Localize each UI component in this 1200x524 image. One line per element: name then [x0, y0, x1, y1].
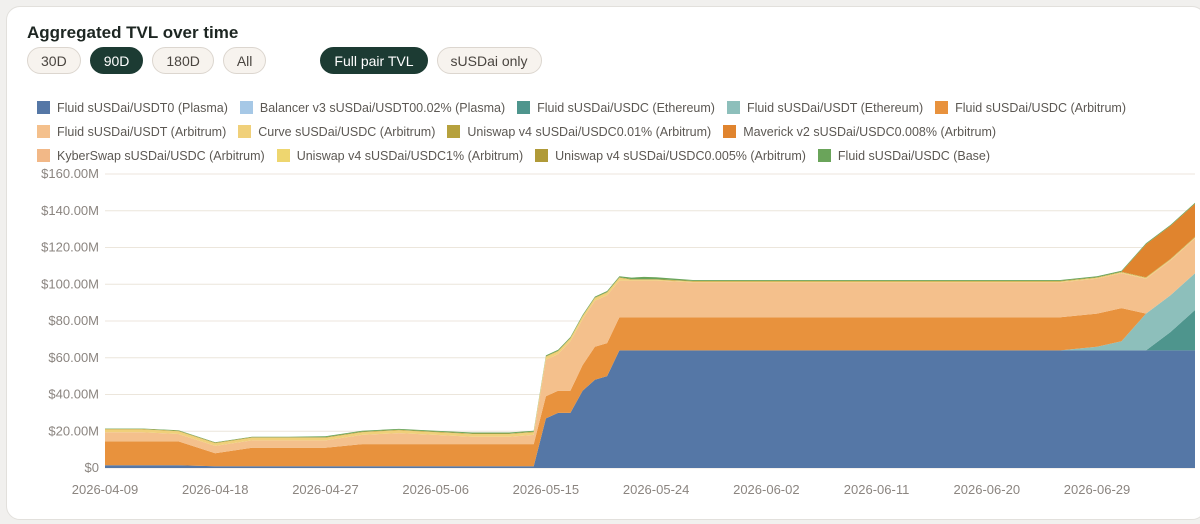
- chart-legend: Fluid sUSDai/USDT0 (Plasma) Balancer v3 s…: [37, 100, 1197, 163]
- legend-label: KyberSwap sUSDai/USDC (Arbitrum): [57, 148, 265, 163]
- y-tick-label: $160.00M: [41, 166, 99, 181]
- legend-item[interactable]: KyberSwap sUSDai/USDC (Arbitrum): [37, 148, 265, 163]
- legend-swatch: [239, 101, 253, 114]
- legend-label: Uniswap v4 sUSDai/USDC0.005% (Arbitrum): [555, 148, 806, 163]
- legend-swatch: [517, 101, 531, 114]
- legend-label: Fluid sUSDai/USDC (Ethereum): [537, 100, 715, 115]
- range-30d-button[interactable]: 30D: [27, 47, 81, 74]
- legend-item[interactable]: Maverick v2 sUSDai/USDC0.008% (Arbitrum): [723, 124, 996, 139]
- legend-swatch: [535, 149, 549, 162]
- legend-item[interactable]: Fluid sUSDai/USDT (Ethereum): [726, 100, 924, 115]
- legend-swatch: [447, 125, 461, 138]
- y-tick-label: $0: [85, 460, 99, 475]
- y-tick-label: $140.00M: [41, 203, 99, 218]
- susdai-only-button[interactable]: sUSDai only: [436, 47, 542, 74]
- x-tick-label: 2026-05-06: [402, 482, 469, 497]
- legend-item[interactable]: Curve sUSDai/USDC (Arbitrum): [238, 124, 435, 139]
- legend-label: Fluid sUSDai/USDT0 (Plasma): [57, 100, 228, 115]
- legend-swatch: [817, 149, 831, 162]
- legend-swatch: [935, 101, 949, 114]
- filter-bar: 30D 90D 180D All Full pair TVL sUSDai on…: [27, 47, 551, 74]
- legend-label: Fluid sUSDai/USDT (Arbitrum): [57, 124, 227, 139]
- area-series[interactable]: [105, 350, 1195, 468]
- full-pair-tvl-button[interactable]: Full pair TVL: [320, 47, 428, 74]
- x-tick-label: 2026-05-15: [513, 482, 580, 497]
- y-tick-label: $40.00M: [48, 387, 99, 402]
- y-tick-label: $60.00M: [48, 350, 99, 365]
- y-tick-label: $80.00M: [48, 313, 99, 328]
- legend-label: Fluid sUSDai/USDT (Ethereum): [746, 100, 924, 115]
- legend-swatch: [726, 101, 740, 114]
- legend-label: Uniswap v4 sUSDai/USDC0.01% (Arbitrum): [467, 124, 712, 139]
- x-tick-label: 2026-06-02: [733, 482, 800, 497]
- x-tick-label: 2026-06-20: [954, 482, 1021, 497]
- area-series[interactable]: [105, 238, 1195, 454]
- x-tick-label: 2026-04-27: [292, 482, 359, 497]
- legend-swatch: [238, 125, 252, 138]
- legend-item[interactable]: Uniswap v4 sUSDai/USDC1% (Arbitrum): [276, 148, 524, 163]
- legend-swatch: [37, 125, 50, 138]
- legend-item[interactable]: Uniswap v4 sUSDai/USDC0.01% (Arbitrum): [447, 124, 711, 139]
- x-tick-label: 2026-06-29: [1064, 482, 1131, 497]
- area-series[interactable]: [105, 273, 1195, 467]
- legend-swatch: [37, 101, 50, 114]
- x-tick-label: 2026-05-24: [623, 482, 690, 497]
- legend-swatch: [37, 149, 50, 162]
- legend-label: Maverick v2 sUSDai/USDC0.008% (Arbitrum): [743, 124, 997, 139]
- legend-label: Balancer v3 sUSDai/USDT00.02% (Plasma): [259, 100, 506, 115]
- legend-item[interactable]: Fluid sUSDai/USDT0 (Plasma): [37, 100, 228, 115]
- tvl-card: Aggregated TVL over time 30D 90D 180D Al…: [6, 6, 1200, 520]
- chart-title: Aggregated TVL over time: [27, 23, 239, 42]
- range-180d-button[interactable]: 180D: [152, 47, 214, 74]
- tvl-area-chart: $0 $20.00M $40.00M $60.00M $80.00M $100.00M $1…: [41, 166, 1195, 497]
- range-all-button[interactable]: All: [222, 47, 267, 74]
- y-tick-label: $120.00M: [41, 240, 99, 255]
- legend-item[interactable]: Fluid sUSDai/USDT (Arbitrum): [37, 124, 226, 139]
- legend-label: Curve sUSDai/USDC (Arbitrum): [258, 124, 436, 139]
- y-tick-label: $100.00M: [41, 276, 99, 291]
- legend-item[interactable]: Fluid sUSDai/USDC (Arbitrum): [935, 100, 1126, 115]
- legend-label: Fluid sUSDai/USDC (Arbitrum): [955, 100, 1126, 115]
- x-tick-label: 2026-04-09: [72, 482, 139, 497]
- legend-swatch: [723, 125, 737, 138]
- x-tick-label: 2026-04-18: [182, 482, 249, 497]
- range-90d-button[interactable]: 90D: [89, 47, 144, 74]
- legend-label: Fluid sUSDai/USDC (Base): [837, 148, 991, 163]
- legend-swatch: [276, 149, 290, 162]
- legend-item[interactable]: Uniswap v4 sUSDai/USDC0.005% (Arbitrum): [535, 148, 806, 163]
- y-tick-label: $20.00M: [48, 423, 99, 438]
- legend-item[interactable]: Balancer v3 sUSDai/USDT00.02% (Plasma): [239, 100, 506, 115]
- legend-label: Uniswap v4 sUSDai/USDC1% (Arbitrum): [296, 148, 524, 163]
- x-tick-label: 2026-06-11: [844, 482, 910, 497]
- legend-item[interactable]: Fluid sUSDai/USDC (Ethereum): [517, 100, 715, 115]
- legend-item[interactable]: Fluid sUSDai/USDC (Base): [817, 148, 991, 163]
